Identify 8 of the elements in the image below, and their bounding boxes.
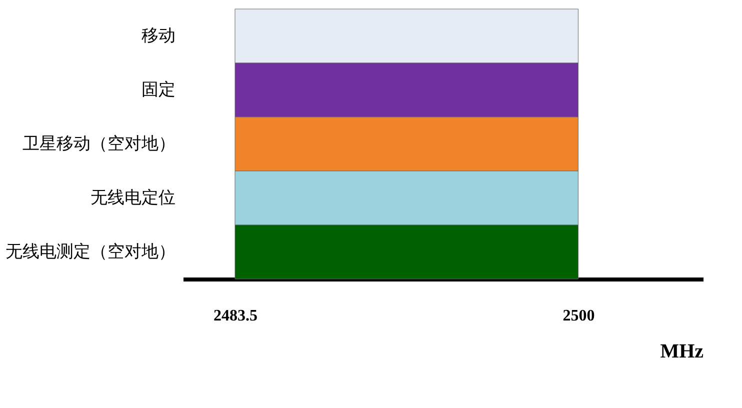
y-tick-label: 固定 bbox=[142, 80, 176, 100]
x-tick-label: 2500 bbox=[562, 308, 595, 324]
x-tick-label: 2483.5 bbox=[214, 308, 258, 324]
y-tick-label: 无线电测定（空对地） bbox=[6, 242, 176, 262]
x-axis-title: MHz bbox=[660, 340, 704, 362]
y-tick-label: 无线电定位 bbox=[90, 188, 176, 208]
y-tick-label: 卫星移动（空对地） bbox=[22, 134, 176, 154]
y-tick-label: 移动 bbox=[142, 26, 176, 46]
